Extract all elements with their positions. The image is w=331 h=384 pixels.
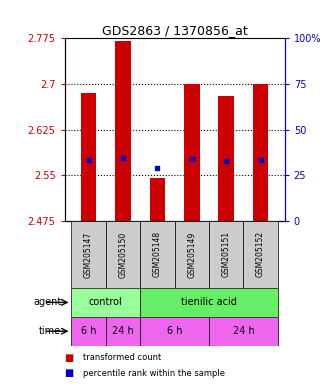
Bar bbox=[253, 84, 268, 221]
Text: GSM205149: GSM205149 bbox=[187, 231, 196, 278]
Bar bbox=[150, 178, 165, 221]
Bar bbox=[140, 288, 278, 317]
Bar bbox=[209, 221, 243, 288]
Text: GSM205151: GSM205151 bbox=[222, 231, 231, 278]
Text: tienilic acid: tienilic acid bbox=[181, 297, 237, 308]
Bar bbox=[71, 221, 106, 288]
Text: GSM205148: GSM205148 bbox=[153, 231, 162, 278]
Text: transformed count: transformed count bbox=[83, 353, 161, 362]
Bar bbox=[140, 221, 175, 288]
Bar bbox=[106, 317, 140, 346]
Title: GDS2863 / 1370856_at: GDS2863 / 1370856_at bbox=[102, 24, 248, 37]
Bar bbox=[71, 317, 106, 346]
Bar bbox=[71, 288, 140, 317]
Bar bbox=[184, 84, 200, 221]
Text: percentile rank within the sample: percentile rank within the sample bbox=[83, 369, 225, 378]
Bar bbox=[218, 96, 234, 221]
Text: control: control bbox=[89, 297, 123, 308]
Bar bbox=[140, 317, 209, 346]
Text: 24 h: 24 h bbox=[112, 326, 134, 336]
Bar bbox=[175, 221, 209, 288]
Text: 24 h: 24 h bbox=[232, 326, 254, 336]
Text: ■: ■ bbox=[65, 353, 74, 363]
Text: GSM205150: GSM205150 bbox=[118, 231, 127, 278]
Bar bbox=[209, 317, 278, 346]
Text: 6 h: 6 h bbox=[167, 326, 182, 336]
Text: GSM205147: GSM205147 bbox=[84, 231, 93, 278]
Text: ■: ■ bbox=[65, 368, 74, 378]
Text: 6 h: 6 h bbox=[81, 326, 96, 336]
Bar bbox=[243, 221, 278, 288]
Text: time: time bbox=[39, 326, 61, 336]
Bar bbox=[115, 41, 131, 221]
Text: GSM205152: GSM205152 bbox=[256, 231, 265, 278]
Bar bbox=[106, 221, 140, 288]
Bar bbox=[81, 93, 96, 221]
Text: agent: agent bbox=[33, 297, 61, 308]
